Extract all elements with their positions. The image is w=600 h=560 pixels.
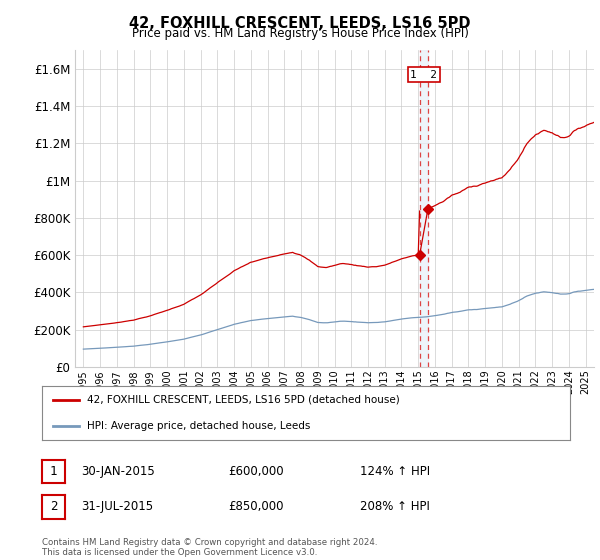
Text: £600,000: £600,000 [228,465,284,478]
Text: 1: 1 [50,465,57,478]
Text: HPI: Average price, detached house, Leeds: HPI: Average price, detached house, Leed… [87,421,310,431]
Text: 124% ↑ HPI: 124% ↑ HPI [360,465,430,478]
Text: 1  2: 1 2 [410,69,437,80]
Text: Price paid vs. HM Land Registry's House Price Index (HPI): Price paid vs. HM Land Registry's House … [131,27,469,40]
Text: 42, FOXHILL CRESCENT, LEEDS, LS16 5PD: 42, FOXHILL CRESCENT, LEEDS, LS16 5PD [129,16,471,31]
Text: 42, FOXHILL CRESCENT, LEEDS, LS16 5PD (detached house): 42, FOXHILL CRESCENT, LEEDS, LS16 5PD (d… [87,395,400,405]
Text: Contains HM Land Registry data © Crown copyright and database right 2024.
This d: Contains HM Land Registry data © Crown c… [42,538,377,557]
Bar [419,50,428,367]
Text: 30-JAN-2015: 30-JAN-2015 [81,465,155,478]
Text: 31-JUL-2015: 31-JUL-2015 [81,500,153,514]
Text: 208% ↑ HPI: 208% ↑ HPI [360,500,430,514]
Text: £850,000: £850,000 [228,500,284,514]
Text: 2: 2 [50,500,57,514]
